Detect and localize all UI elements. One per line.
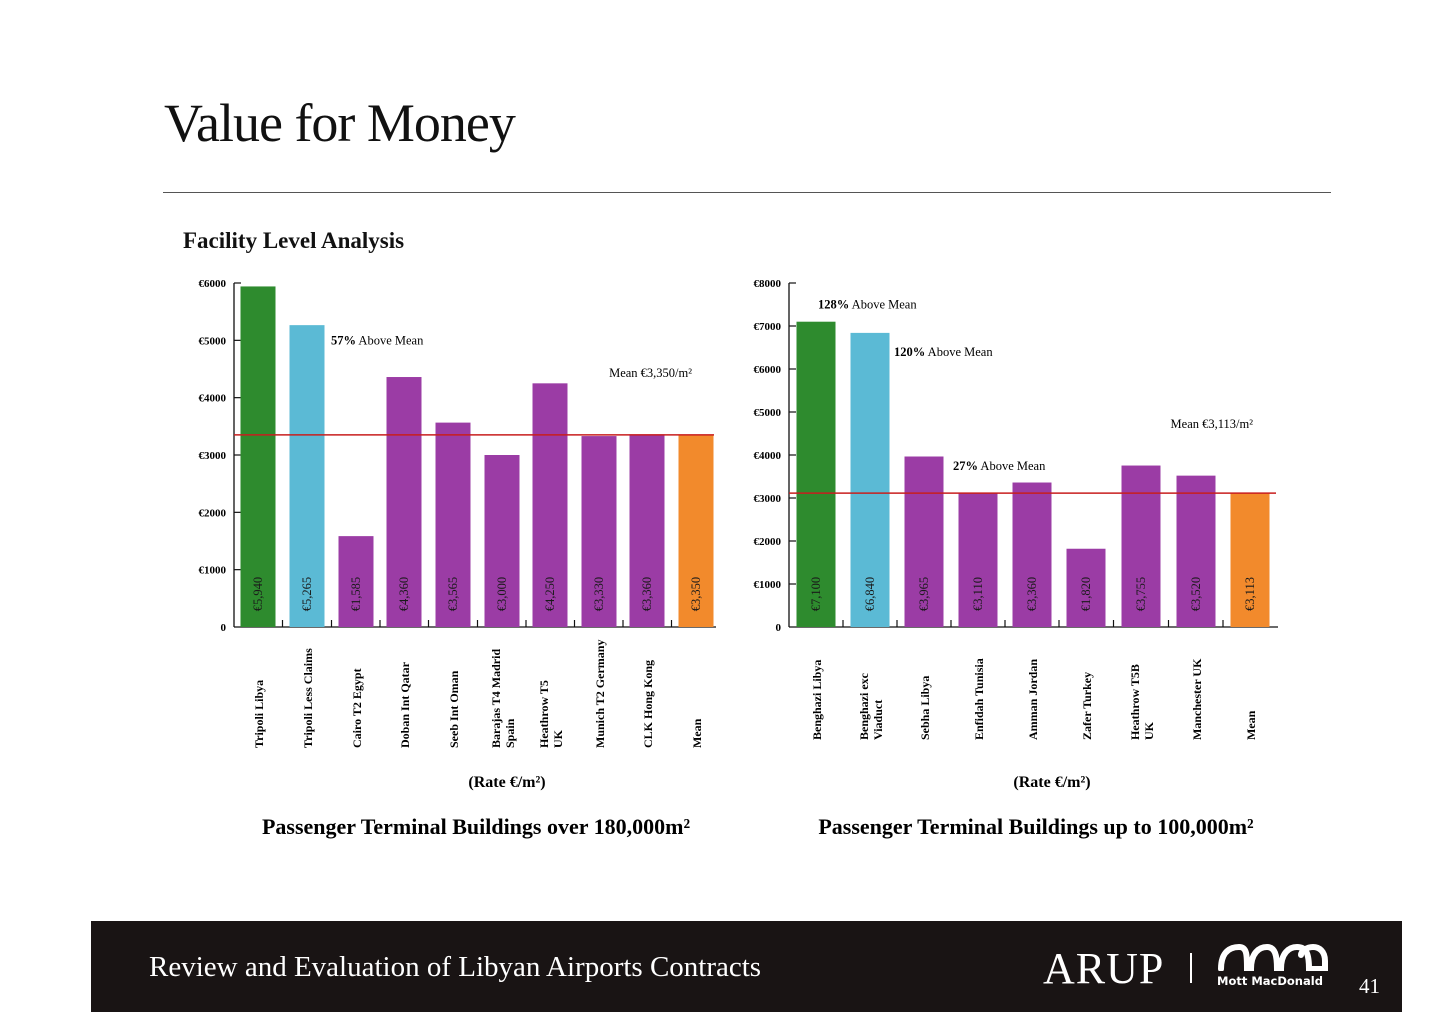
y-tick-label: €4000: [754, 450, 782, 462]
x-category-label: CLK Hong Kong: [641, 660, 655, 748]
bar: [904, 456, 944, 627]
x-category-label: Heathrow T5: [537, 680, 551, 748]
y-tick-label: €2000: [754, 536, 782, 548]
x-category-label: Spain: [503, 718, 517, 748]
x-category-label: Tripoli Libya: [252, 680, 266, 748]
bar: [796, 321, 836, 627]
x-category-label: Heathrow T5B: [1128, 664, 1142, 740]
bar-value-label: €3,330: [592, 577, 606, 611]
y-tick-label: €7000: [754, 321, 782, 333]
bar: [629, 434, 665, 627]
bar-value-label: €5,265: [300, 577, 314, 611]
bar-value-label: €3,360: [1025, 577, 1039, 611]
y-tick-label: €2000: [199, 507, 227, 519]
x-category-label: Benghazi Libya: [810, 660, 824, 740]
x-category-label: Mean: [1244, 710, 1258, 740]
bar-value-label: €4,360: [397, 577, 411, 611]
y-tick-label: €3000: [199, 450, 227, 462]
x-category-label: Tripoli Less Claims: [301, 648, 315, 748]
x-category-label: Viaduct: [871, 700, 885, 740]
rate-axis-label: (Rate €/m²): [1013, 774, 1090, 791]
y-tick-label: €6000: [754, 364, 782, 376]
bar: [240, 286, 276, 627]
page-title: Value for Money: [164, 93, 516, 153]
bar: [850, 332, 890, 627]
x-category-label: UK: [551, 729, 565, 748]
y-tick-label: €5000: [199, 335, 227, 347]
y-tick-label: €1000: [199, 565, 227, 577]
x-category-label: Munich T2 Germany: [593, 640, 607, 748]
bar: [1012, 482, 1052, 627]
bar-value-label: €1,820: [1079, 577, 1093, 611]
arup-logo: ARUP: [1043, 944, 1165, 993]
bar: [338, 536, 374, 627]
x-category-label: Mean: [690, 718, 704, 748]
bar: [435, 422, 471, 627]
chart-title: Passenger Terminal Buildings over 180,00…: [262, 814, 691, 839]
x-category-label: Doban Int Qatar: [398, 661, 412, 748]
title-divider: [163, 192, 1331, 193]
above-mean-annotation: 27% Above Mean: [953, 459, 1046, 473]
chart-up-to-100000: 0 €1000 €2000 €3000 €4000 €5000 €6000 €7000 €800…: [754, 278, 1278, 839]
x-category-label: Cairo T2 Egypt: [350, 668, 364, 748]
bar-value-label: €3,520: [1189, 577, 1203, 611]
bar: [289, 325, 325, 627]
y-tick-label: €1000: [754, 579, 782, 591]
above-mean-annotation: 120% Above Mean: [894, 345, 993, 359]
bar-value-label: €3,113: [1243, 577, 1257, 611]
rate-axis-label: (Rate €/m²): [468, 774, 545, 791]
bar: [1230, 493, 1270, 627]
bar-value-label: €4,250: [543, 577, 557, 611]
x-category-label: Enfidah Tunisia: [972, 658, 986, 740]
chart-title: Passenger Terminal Buildings up to 100,0…: [818, 814, 1254, 839]
mean-label: Mean €3,113/m²: [1171, 417, 1254, 431]
x-category-label: Benghazi exc: [857, 672, 871, 740]
mott-macdonald-logo-icon: [1218, 943, 1328, 971]
bar-value-label: €3,350: [689, 577, 703, 611]
footer-bar: Review and Evaluation of Libyan Airports…: [91, 921, 1402, 1012]
y-tick-label: €3000: [754, 493, 782, 505]
bar: [484, 455, 520, 627]
bar-value-label: €3,110: [971, 577, 985, 611]
mean-label: Mean €3,350/m²: [609, 366, 692, 380]
bar: [581, 436, 617, 627]
bar-value-label: €3,000: [495, 577, 509, 611]
x-category-label: Sebha Libya: [918, 676, 932, 740]
bar: [386, 377, 422, 627]
bar-value-label: €3,965: [917, 577, 931, 611]
bar-value-label: €3,565: [446, 577, 460, 611]
y-tick-label: €6000: [199, 278, 227, 290]
bar: [958, 493, 998, 627]
x-category-label: Zafer Turkey: [1080, 672, 1094, 740]
bar: [1066, 548, 1106, 627]
bar-value-label: €1,585: [349, 577, 363, 611]
section-title: Facility Level Analysis: [183, 228, 405, 253]
bar-value-label: €5,940: [251, 577, 265, 611]
bar-value-label: €7,100: [809, 577, 823, 611]
y-tick-label: €5000: [754, 407, 782, 419]
x-category-label: Barajas T4 Madrid: [489, 649, 503, 748]
y-tick-label: €8000: [754, 278, 782, 290]
bar: [678, 434, 714, 627]
y-tick-label: 0: [776, 622, 782, 634]
x-category-label: Manchester UK: [1190, 658, 1204, 740]
bar-value-label: €6,840: [863, 577, 877, 611]
bar-value-label: €3,360: [640, 577, 654, 611]
x-category-label: Amman Jordan: [1026, 659, 1040, 740]
above-mean-annotation: 128% Above Mean: [818, 298, 917, 312]
mott-macdonald-label: Mott MacDonald: [1217, 974, 1323, 988]
bar: [532, 383, 568, 627]
chart-over-180000: 0 €1000 €2000 €3000 €4000 €5000 €6000 €5,940 Tri…: [199, 278, 716, 839]
footer-title: Review and Evaluation of Libyan Airports…: [149, 951, 762, 983]
x-category-label: Seeb Int Oman: [447, 670, 461, 748]
bar: [1176, 475, 1216, 627]
x-category-label: UK: [1142, 721, 1156, 740]
above-mean-annotation: 57% Above Mean: [331, 333, 424, 347]
bar-value-label: €3,755: [1134, 577, 1148, 611]
logo-divider: [1190, 953, 1192, 983]
y-tick-label: 0: [221, 622, 227, 634]
y-tick-label: €4000: [199, 393, 227, 405]
page-number: 41: [1359, 974, 1380, 998]
